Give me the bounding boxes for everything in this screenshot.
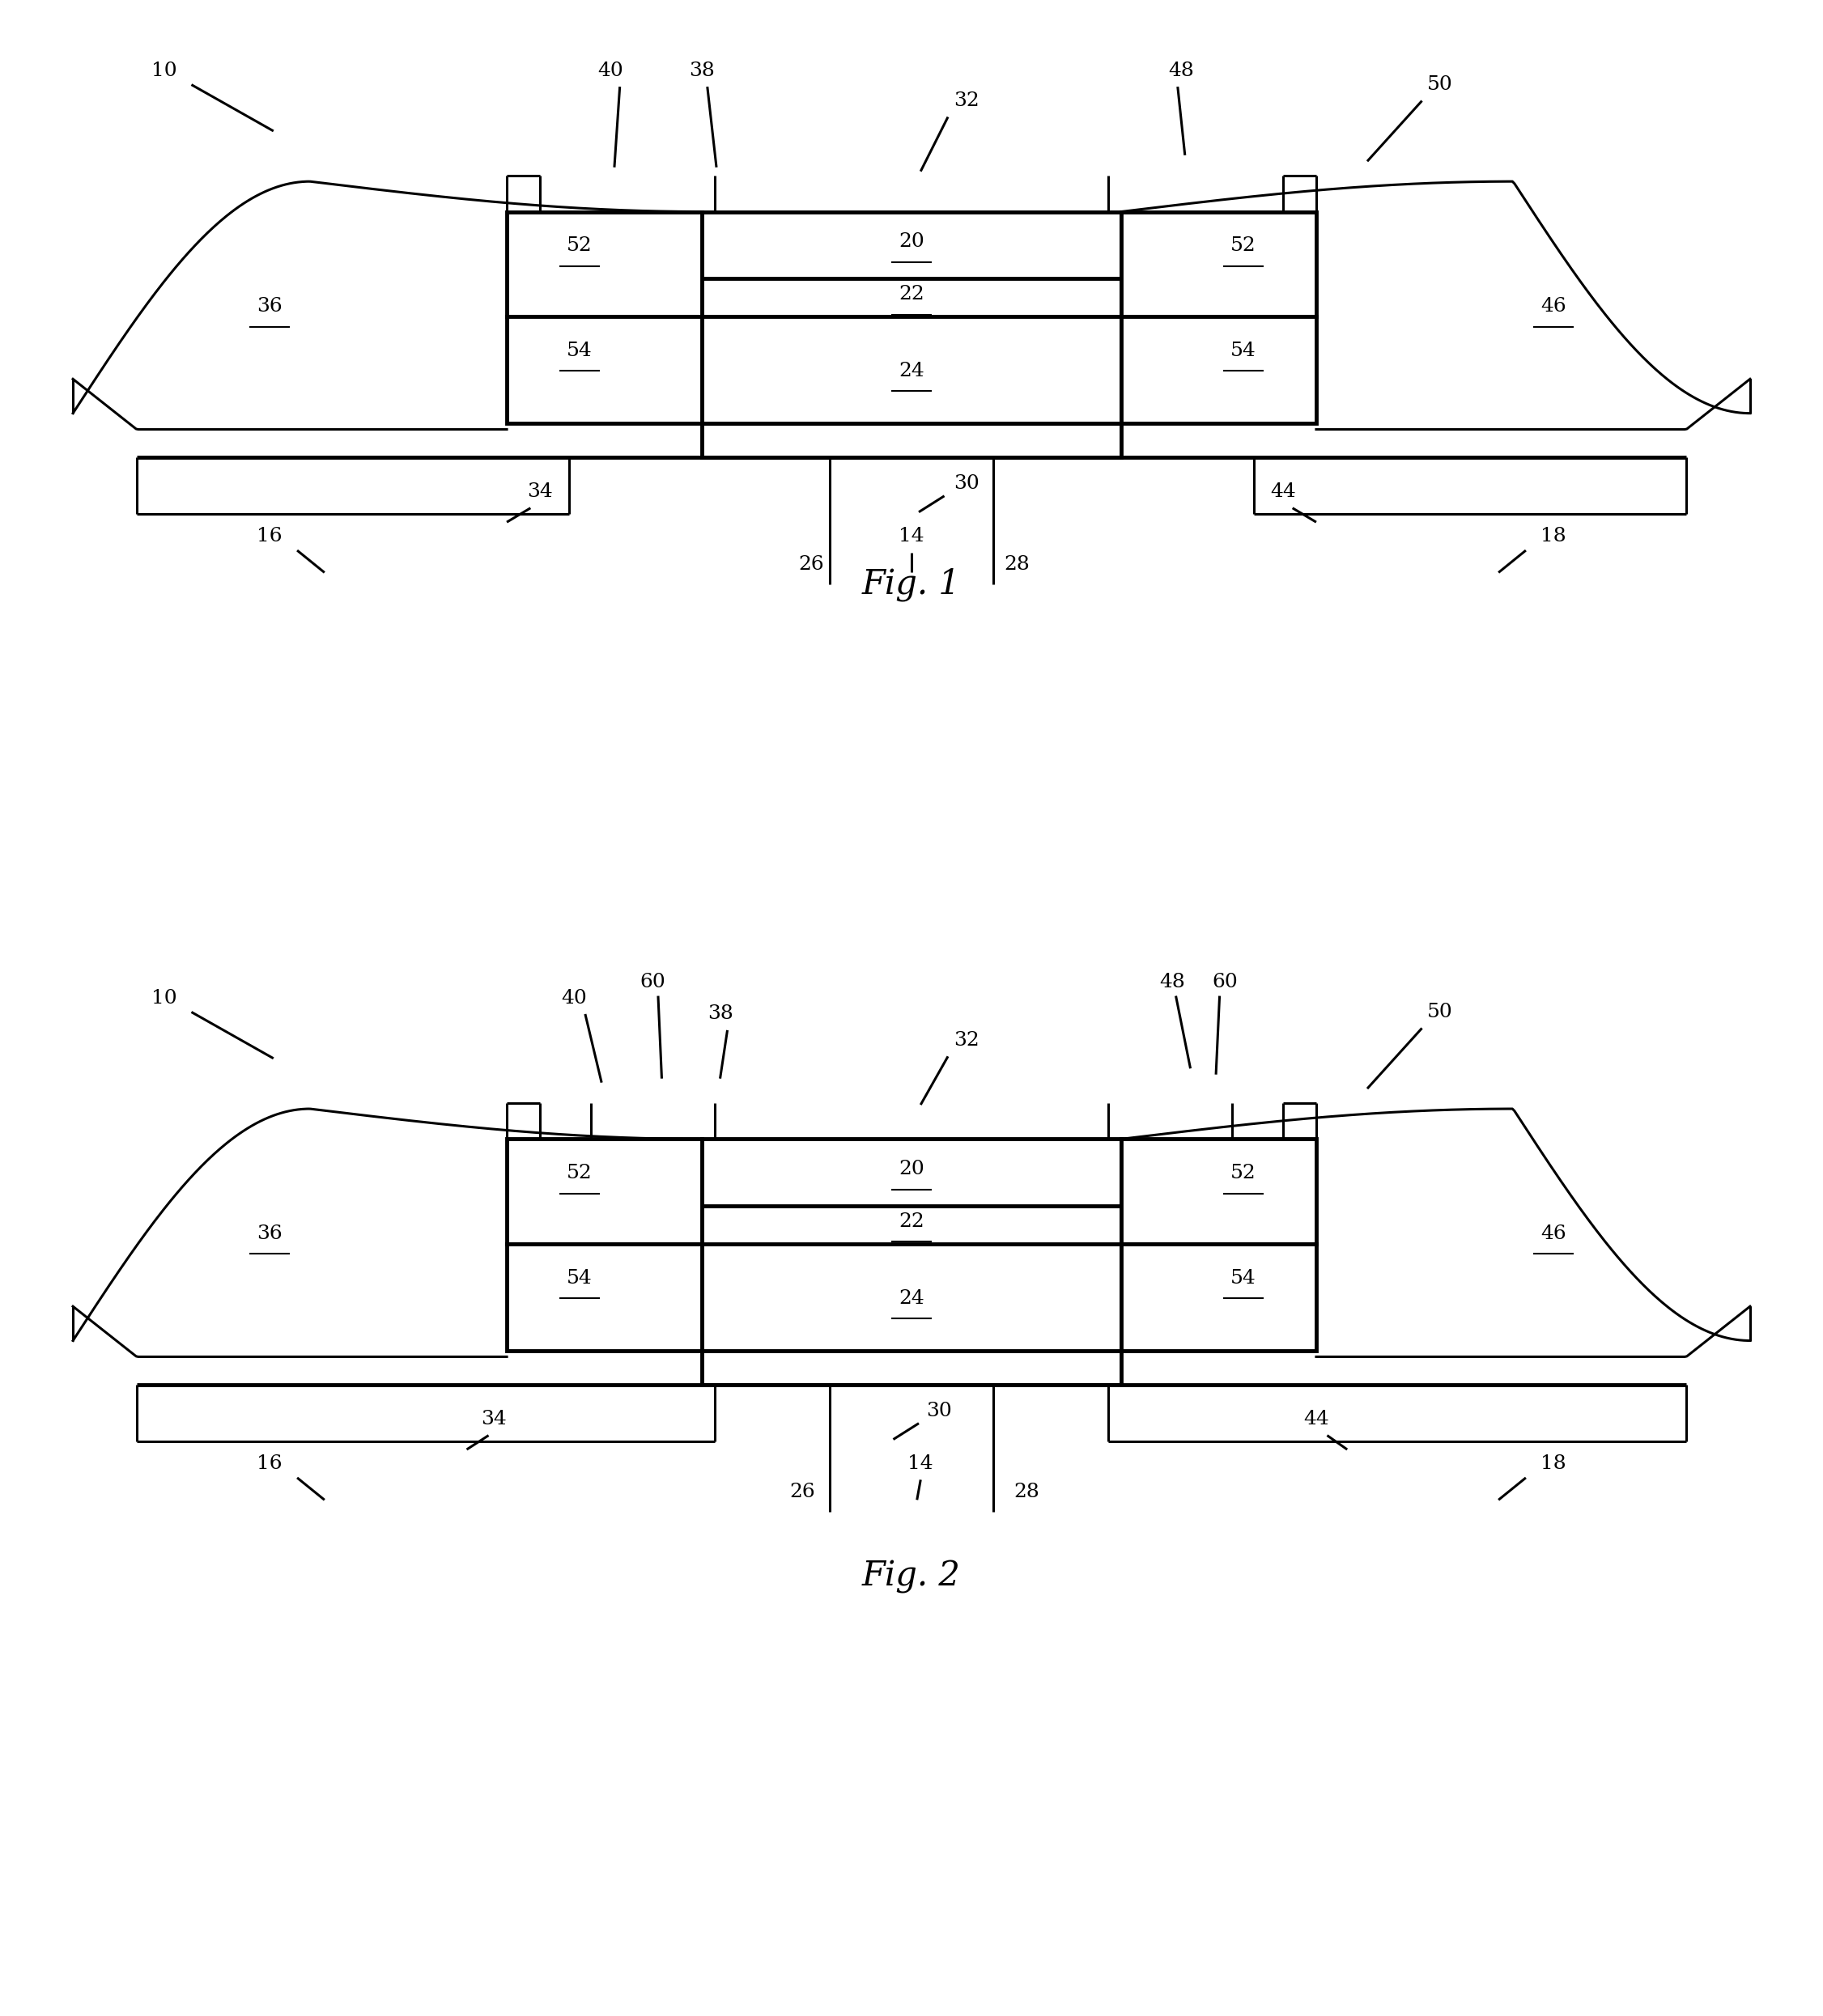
Text: 10: 10 — [151, 60, 177, 81]
Text: 10: 10 — [151, 988, 177, 1008]
Text: 52: 52 — [567, 236, 592, 256]
Text: 36: 36 — [257, 1224, 283, 1244]
Text: 52: 52 — [1231, 236, 1256, 256]
Text: 30: 30 — [926, 1401, 952, 1421]
Bar — [702, 1351, 1121, 1385]
Text: 48: 48 — [1169, 60, 1194, 81]
Text: 24: 24 — [899, 1288, 924, 1308]
Text: 20: 20 — [899, 1159, 924, 1179]
Text: 26: 26 — [789, 1482, 815, 1502]
Text: 32: 32 — [953, 1030, 979, 1050]
Text: 60: 60 — [640, 972, 665, 992]
Text: 20: 20 — [899, 232, 924, 252]
Bar — [507, 317, 702, 423]
Text: Fig. 1: Fig. 1 — [862, 569, 961, 601]
Bar — [1121, 1139, 1316, 1244]
Bar — [507, 1244, 702, 1351]
Text: Fig. 2: Fig. 2 — [862, 1560, 961, 1593]
Bar — [1121, 1244, 1316, 1351]
Text: 18: 18 — [1540, 1454, 1566, 1474]
Text: 28: 28 — [1014, 1482, 1039, 1502]
Text: 24: 24 — [899, 361, 924, 381]
Bar — [702, 1139, 1121, 1351]
Text: 46: 46 — [1540, 1224, 1566, 1244]
Text: 52: 52 — [567, 1163, 592, 1183]
Text: 50: 50 — [1427, 75, 1453, 95]
Text: 38: 38 — [689, 60, 715, 81]
Text: 22: 22 — [899, 1212, 924, 1232]
Text: 22: 22 — [899, 284, 924, 304]
Text: 54: 54 — [567, 341, 592, 361]
Text: 14: 14 — [899, 526, 924, 546]
Text: 44: 44 — [1303, 1409, 1329, 1429]
Bar — [507, 1139, 702, 1244]
Bar — [1121, 212, 1316, 317]
Bar — [1121, 317, 1316, 423]
Text: 54: 54 — [1231, 1268, 1256, 1288]
Text: 40: 40 — [598, 60, 623, 81]
Text: 28: 28 — [1004, 554, 1030, 575]
Text: 38: 38 — [707, 1004, 733, 1024]
Text: 14: 14 — [908, 1454, 933, 1474]
Bar — [507, 212, 702, 317]
Text: 32: 32 — [953, 91, 979, 111]
Text: 46: 46 — [1540, 296, 1566, 317]
Text: 16: 16 — [257, 1454, 283, 1474]
Text: 48: 48 — [1159, 972, 1185, 992]
Bar — [702, 212, 1121, 423]
Text: 34: 34 — [481, 1409, 507, 1429]
Text: 44: 44 — [1271, 482, 1296, 502]
Bar — [702, 423, 1121, 458]
Text: 54: 54 — [567, 1268, 592, 1288]
Text: 36: 36 — [257, 296, 283, 317]
Text: 40: 40 — [561, 988, 587, 1008]
Text: 54: 54 — [1231, 341, 1256, 361]
Text: 52: 52 — [1231, 1163, 1256, 1183]
Text: 26: 26 — [798, 554, 824, 575]
Text: 50: 50 — [1427, 1002, 1453, 1022]
Text: 16: 16 — [257, 526, 283, 546]
Text: 30: 30 — [953, 474, 979, 494]
Text: 34: 34 — [527, 482, 552, 502]
Text: 60: 60 — [1212, 972, 1238, 992]
Text: 18: 18 — [1540, 526, 1566, 546]
